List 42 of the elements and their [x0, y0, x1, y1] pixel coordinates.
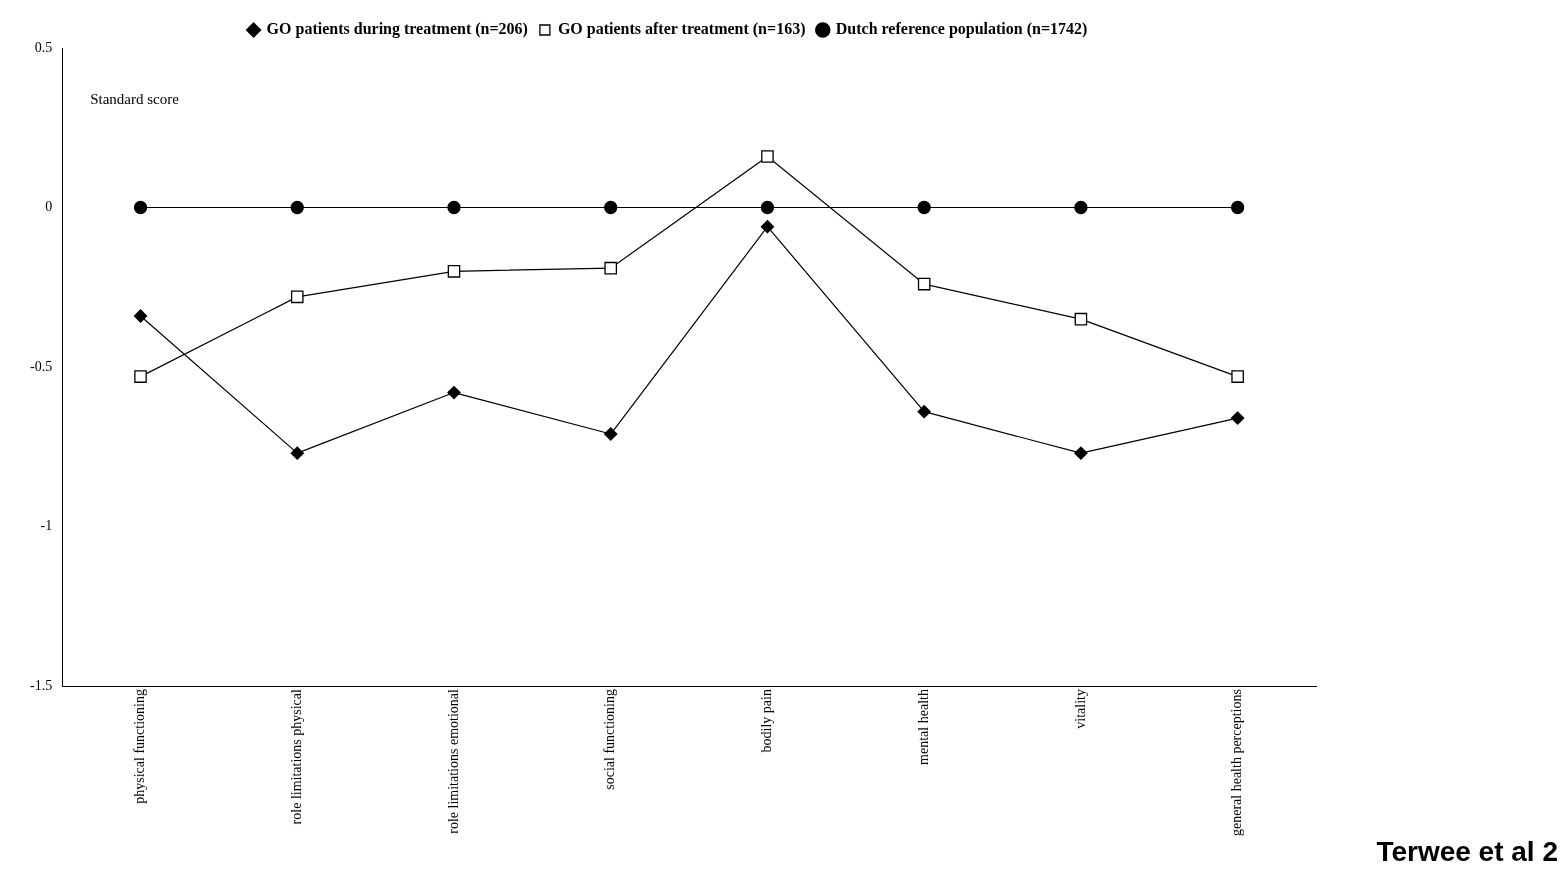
point	[917, 277, 931, 291]
point	[1074, 446, 1088, 460]
point	[447, 385, 461, 400]
y-tick-label: -0.5	[29, 358, 53, 374]
x-tick-label: general health perceptions	[1229, 689, 1245, 837]
point	[760, 200, 775, 215]
point	[604, 200, 618, 215]
y-tick-label: -1.5	[29, 677, 53, 693]
point	[1074, 200, 1088, 215]
point	[917, 200, 931, 215]
point	[290, 290, 304, 304]
legend-label: GO patients during treatment (n=206)	[266, 20, 528, 39]
point	[1230, 411, 1245, 425]
point	[134, 370, 147, 383]
point	[604, 261, 618, 275]
y-tick-label: 0.5	[34, 39, 53, 55]
x-tick-label: role limitations physical	[288, 688, 304, 825]
point	[133, 309, 148, 323]
text: Terwee et al 2	[1376, 835, 1558, 867]
x-tick-label: mental health	[915, 689, 931, 765]
point	[761, 150, 774, 163]
legend-label: Dutch reference population (n=1742)	[835, 20, 1088, 39]
x-tick-label: social functioning	[602, 689, 618, 790]
point	[290, 200, 304, 215]
point	[447, 265, 461, 278]
point	[917, 405, 931, 419]
point	[604, 427, 618, 441]
legend-label: GO patients after treatment (n=163)	[557, 20, 806, 39]
point	[1231, 370, 1244, 383]
point	[1230, 200, 1245, 215]
x-tick-label: bodily pain	[759, 689, 775, 753]
point	[1074, 312, 1088, 326]
x-tick-label: physical functioning	[132, 689, 148, 804]
y-axis-title: Standard score	[90, 90, 180, 107]
point	[447, 200, 461, 215]
y-tick-label: 0	[45, 199, 53, 215]
point	[133, 200, 148, 215]
x-tick-label: vitality	[1072, 689, 1088, 729]
x-tick-label: role limitations emotional	[445, 688, 461, 834]
point	[290, 446, 304, 460]
point	[760, 220, 775, 234]
y-tick-label: -1	[40, 518, 53, 534]
